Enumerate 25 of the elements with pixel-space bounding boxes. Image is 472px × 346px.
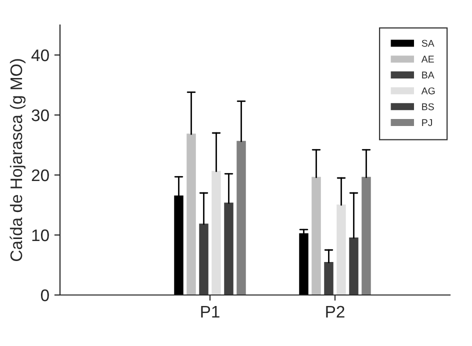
legend-label: BS [422, 103, 434, 110]
x-tick-label: P1 [201, 306, 220, 318]
legend-label: SA [422, 40, 434, 47]
bar [186, 134, 196, 295]
bar [349, 237, 358, 295]
bar [324, 262, 334, 295]
y-axis-title: Caída de Hojarasca (g MO) [10, 59, 26, 262]
bar [299, 233, 308, 295]
y-tick-label: 30 [32, 109, 49, 122]
legend-label: PJ [422, 119, 432, 126]
x-tick-label: P2 [326, 306, 344, 318]
bar [312, 176, 321, 295]
y-tick-label: 10 [32, 229, 49, 242]
legend-label: BA [422, 72, 434, 78]
y-tick-label: 40 [31, 49, 49, 62]
bar [224, 202, 234, 295]
bar [362, 176, 371, 295]
bar [212, 170, 221, 295]
bar [199, 224, 208, 295]
bar [336, 204, 346, 295]
legend-label: AG [421, 87, 435, 94]
y-tick-label: 0 [40, 289, 49, 302]
legend-label: AE [421, 56, 434, 62]
bar [236, 140, 246, 295]
y-tick-label: 20 [32, 169, 49, 182]
